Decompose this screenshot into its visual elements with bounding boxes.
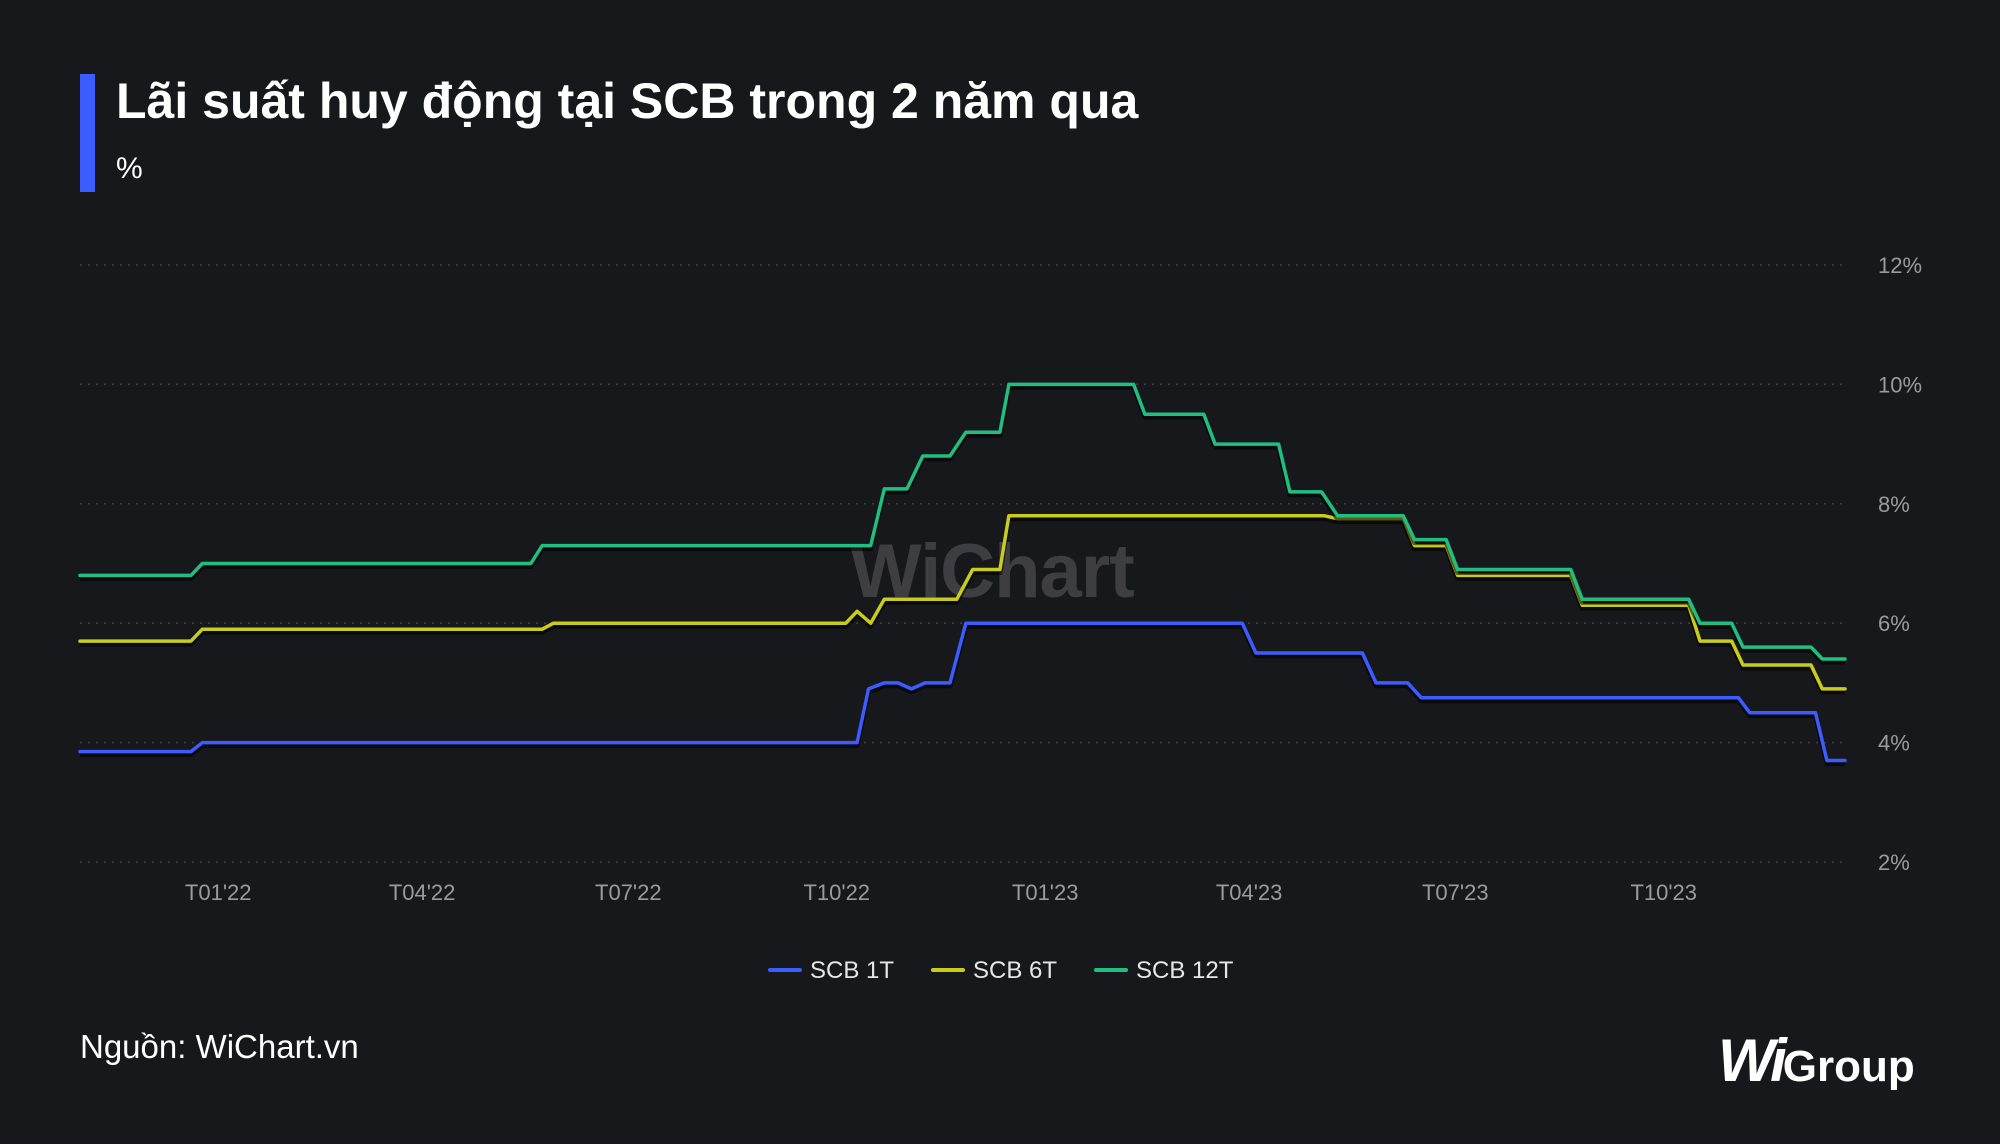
chart-unit: % [116,152,143,185]
series-line [78,382,1847,661]
x-axis-ticks: T01'22 T04'22 T07'22 T10'22 T01'23 T04'23 T07'… [185,880,1697,905]
x-tick-label: T01'22 [185,880,252,905]
wigroup-logo-text: Group [1782,1042,1915,1091]
y-tick-label: 10% [1878,372,1922,397]
x-tick-label: T07'22 [595,880,662,905]
y-tick-label: 8% [1878,492,1910,517]
series-line [78,621,1847,763]
chart-title: Lãi suất huy động tại SCB trong 2 năm qu… [116,73,1139,129]
source-note: Nguồn: WiChart.vn [80,1028,359,1065]
series-lines [78,382,1847,766]
series-line [78,513,1847,691]
x-tick-label: T04'22 [389,880,456,905]
y-tick-label: 6% [1878,611,1910,636]
legend: SCB 1T SCB 6T SCB 12T [768,957,1234,984]
legend-label: SCB 1T [810,957,894,984]
x-tick-label: T01'23 [1012,880,1079,905]
title-accent-bar [80,74,95,192]
series-shadow [80,384,1845,665]
y-tick-label: 4% [1878,731,1910,756]
x-tick-label: T04'23 [1216,880,1283,905]
x-tick-label: T10'23 [1630,880,1697,905]
x-tick-label: T10'22 [803,880,870,905]
wigroup-logo: WiGroup [1718,1026,1915,1094]
legend-label: SCB 6T [973,957,1057,984]
x-tick-label: T07'23 [1422,880,1489,905]
legend-label: SCB 12T [1136,957,1234,984]
y-axis-ticks: 2% 4% 6% 8% 10% 12% [1878,253,1922,875]
y-tick-label: 2% [1878,850,1910,875]
y-tick-label: 12% [1878,253,1922,278]
wigroup-logo-mark: Wi [1718,1027,1787,1094]
series-shadow [80,516,1845,695]
